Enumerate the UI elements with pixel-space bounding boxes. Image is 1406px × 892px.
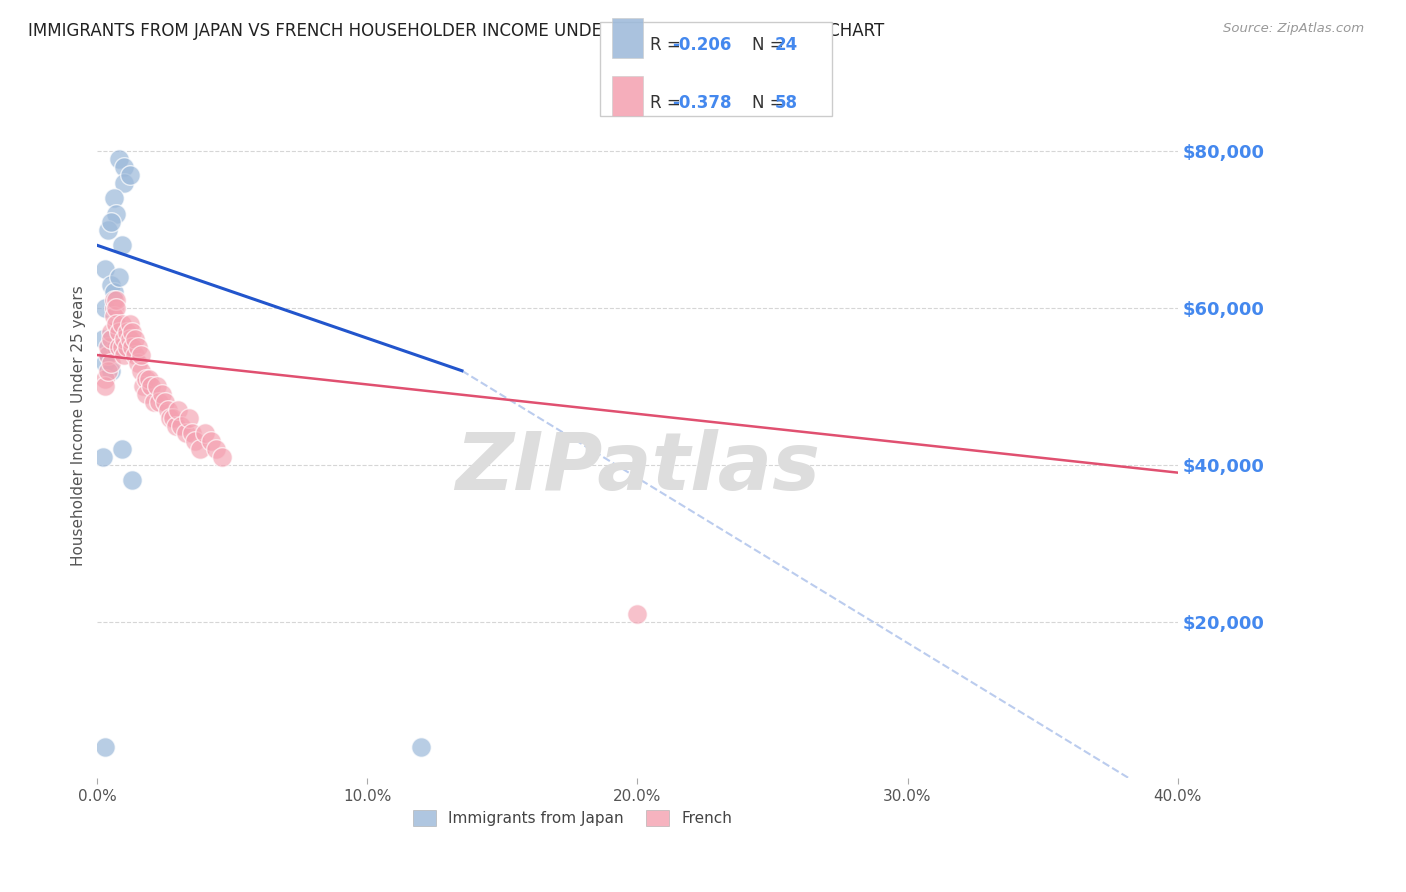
- Point: [94, 356, 117, 370]
- Point: [205, 442, 228, 456]
- Point: [112, 332, 135, 346]
- Point: [100, 215, 122, 229]
- Point: [91, 332, 114, 346]
- Point: [108, 340, 131, 354]
- Point: [179, 410, 201, 425]
- Point: [103, 285, 125, 300]
- Point: [97, 340, 120, 354]
- Point: [121, 325, 143, 339]
- Point: [105, 293, 128, 308]
- Point: [105, 317, 128, 331]
- Point: [103, 301, 125, 315]
- Point: [100, 325, 122, 339]
- Point: [105, 301, 128, 315]
- Point: [118, 317, 141, 331]
- Point: [97, 364, 120, 378]
- Point: [132, 379, 155, 393]
- Point: [124, 348, 146, 362]
- Point: [159, 410, 181, 425]
- Point: [183, 434, 205, 449]
- Text: R =: R =: [650, 94, 681, 112]
- Point: [91, 450, 114, 464]
- Point: [180, 426, 202, 441]
- Text: R =: R =: [650, 36, 681, 54]
- Point: [111, 442, 134, 456]
- Point: [105, 207, 128, 221]
- Point: [200, 434, 222, 449]
- Point: [127, 356, 149, 370]
- Point: [165, 418, 187, 433]
- Point: [194, 426, 217, 441]
- Point: [115, 340, 138, 354]
- Point: [129, 348, 152, 362]
- Text: -0.378: -0.378: [672, 94, 731, 112]
- Point: [121, 340, 143, 354]
- Text: -0.206: -0.206: [672, 36, 731, 54]
- Text: N =: N =: [752, 36, 783, 54]
- Point: [135, 371, 157, 385]
- Point: [108, 325, 131, 339]
- Point: [170, 418, 193, 433]
- Point: [115, 325, 138, 339]
- Point: [138, 371, 160, 385]
- Point: [105, 340, 128, 354]
- Point: [211, 450, 233, 464]
- Point: [112, 348, 135, 362]
- Point: [135, 387, 157, 401]
- Point: [145, 379, 167, 393]
- Point: [94, 261, 117, 276]
- Point: [124, 332, 146, 346]
- Text: Source: ZipAtlas.com: Source: ZipAtlas.com: [1223, 22, 1364, 36]
- Point: [118, 332, 141, 346]
- Point: [188, 442, 211, 456]
- Point: [129, 364, 152, 378]
- Point: [103, 191, 125, 205]
- Y-axis label: Householder Income Under 25 years: Householder Income Under 25 years: [72, 285, 86, 566]
- Text: 58: 58: [775, 94, 797, 112]
- Legend: Immigrants from Japan, French: Immigrants from Japan, French: [405, 803, 740, 834]
- Point: [108, 152, 131, 166]
- Point: [156, 403, 179, 417]
- Point: [100, 332, 122, 346]
- Point: [112, 176, 135, 190]
- Text: N =: N =: [752, 94, 783, 112]
- Point: [100, 277, 122, 292]
- Point: [111, 340, 134, 354]
- Point: [111, 238, 134, 252]
- Point: [141, 379, 163, 393]
- Point: [111, 317, 134, 331]
- Point: [167, 403, 190, 417]
- Point: [97, 348, 120, 362]
- Point: [108, 269, 131, 284]
- Point: [148, 395, 170, 409]
- Point: [103, 293, 125, 308]
- Text: 24: 24: [775, 36, 799, 54]
- Text: IMMIGRANTS FROM JAPAN VS FRENCH HOUSEHOLDER INCOME UNDER 25 YEARS CORRELATION CH: IMMIGRANTS FROM JAPAN VS FRENCH HOUSEHOL…: [28, 22, 884, 40]
- Point: [411, 739, 433, 754]
- Point: [97, 223, 120, 237]
- Point: [94, 371, 117, 385]
- Point: [112, 160, 135, 174]
- Point: [153, 395, 176, 409]
- Point: [100, 356, 122, 370]
- Point: [626, 607, 648, 621]
- Point: [143, 395, 166, 409]
- Point: [118, 168, 141, 182]
- Point: [100, 364, 122, 378]
- Point: [94, 739, 117, 754]
- Point: [94, 301, 117, 315]
- Point: [162, 410, 184, 425]
- Point: [97, 348, 120, 362]
- Text: ZIPatlas: ZIPatlas: [456, 429, 820, 507]
- Point: [103, 309, 125, 323]
- Point: [176, 426, 198, 441]
- Point: [94, 379, 117, 393]
- Point: [150, 387, 173, 401]
- Point: [127, 340, 149, 354]
- Point: [121, 474, 143, 488]
